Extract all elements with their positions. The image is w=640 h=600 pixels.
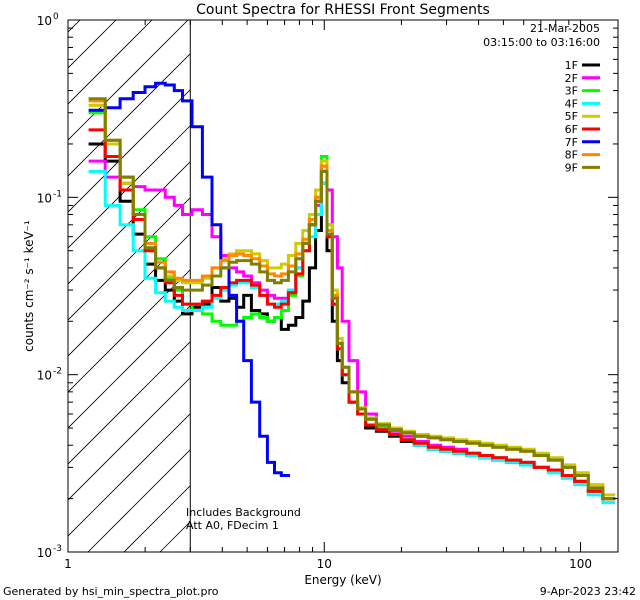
- hatched-region: [68, 20, 618, 552]
- legend-label-3f: 3F: [565, 85, 578, 98]
- legend-label-4f: 4F: [565, 97, 578, 110]
- x-tick-label: 10: [317, 557, 332, 571]
- x-tick-label: 100: [569, 557, 592, 571]
- plot-frame: [67, 19, 619, 553]
- legend-label-6f: 6F: [565, 123, 578, 136]
- x-tick-label: 1: [64, 557, 72, 571]
- series-lines: [88, 81, 616, 505]
- annotation-attenuator: Att A0, FDecim 1: [186, 519, 279, 532]
- y-tick-label: 10: [37, 14, 52, 28]
- y-tick-exponent: -1: [53, 189, 62, 199]
- x-axis-label: Energy (keV): [304, 573, 381, 587]
- legend-label-5f: 5F: [565, 110, 578, 123]
- time-range-label: 03:15:00 to 03:16:00: [483, 36, 600, 49]
- chart-title: Count Spectra for RHESSI Front Segments: [196, 2, 490, 18]
- y-tick-label: 10: [37, 191, 52, 205]
- y-axis-label: counts cm⁻² s⁻¹ keV⁻¹: [22, 220, 36, 352]
- y-tick-exponent: -3: [53, 544, 62, 554]
- y-tick-label: 10: [37, 546, 52, 560]
- legend-label-9f: 9F: [565, 161, 578, 174]
- legend-label-2f: 2F: [565, 72, 578, 85]
- legend-label-8f: 8F: [565, 149, 578, 162]
- footer-generated-by: Generated by hsi_min_spectra_plot.pro: [3, 585, 219, 598]
- y-tick-label: 10: [37, 369, 52, 383]
- y-tick-exponent: 0: [53, 12, 59, 22]
- footer-timestamp: 9-Apr-2023 23:42: [540, 585, 636, 598]
- series-line-5f: [88, 103, 616, 497]
- annotation-background: Includes Background: [186, 506, 301, 519]
- legend-label-1f: 1F: [565, 59, 578, 72]
- series-line-7f: [88, 81, 290, 477]
- series-line-9f: [88, 97, 616, 501]
- legend-label-7f: 7F: [565, 136, 578, 149]
- date-label: 21-Mar-2005: [530, 22, 600, 35]
- y-tick-exponent: -2: [53, 367, 62, 377]
